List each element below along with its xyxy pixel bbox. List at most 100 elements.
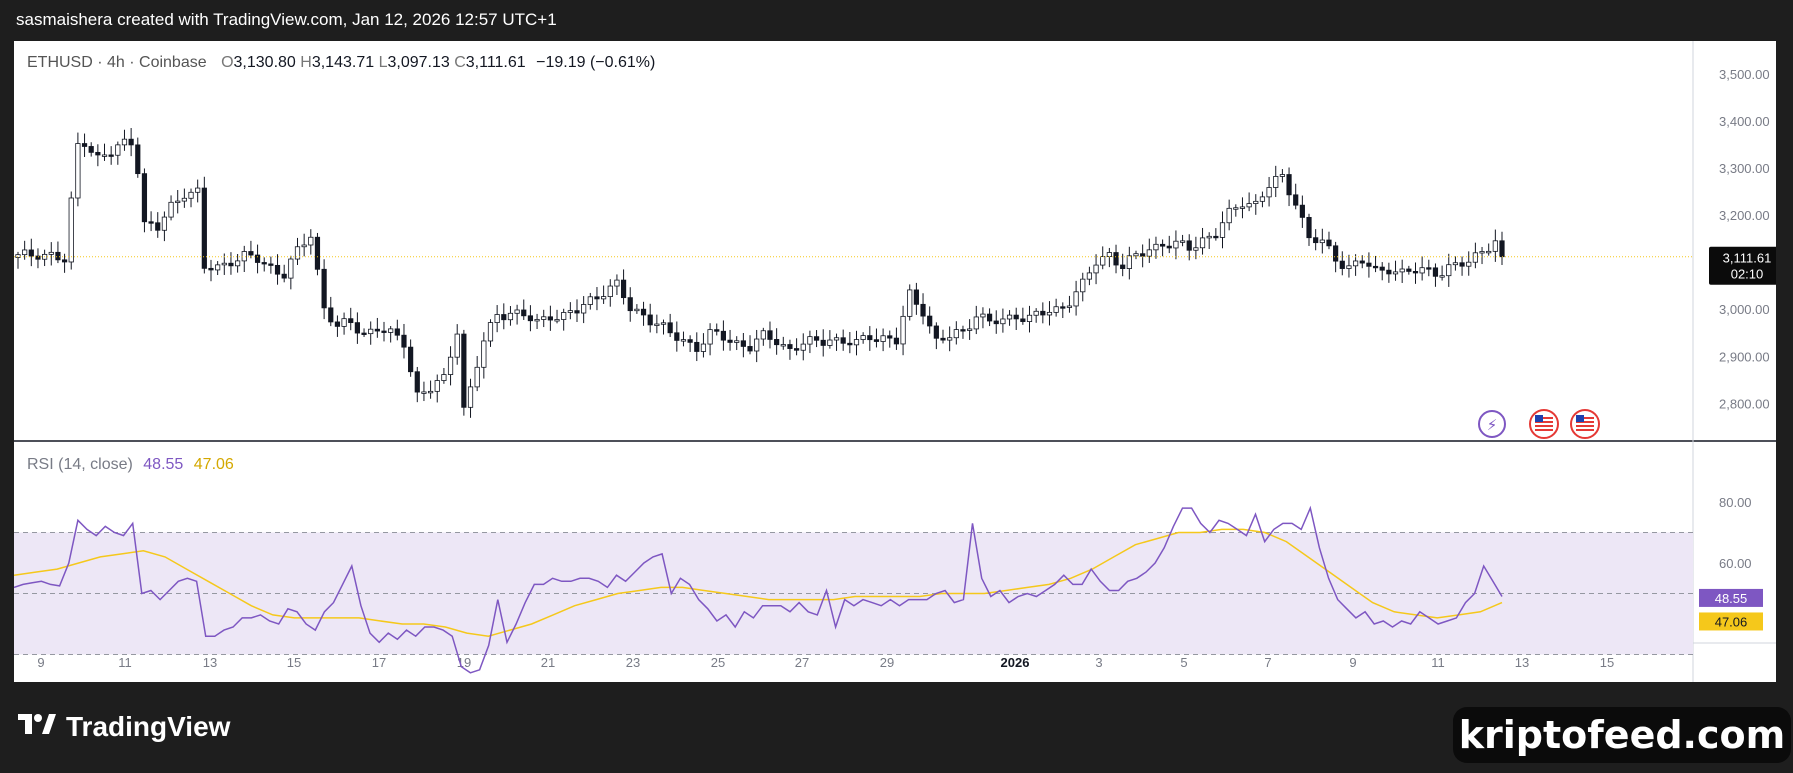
us-flag-icon (1570, 409, 1600, 439)
candle-body (135, 144, 141, 175)
candle-body (208, 267, 214, 271)
candle-body (95, 151, 101, 156)
candle-body (1213, 235, 1219, 239)
rsi-ma-tag (1699, 612, 1763, 631)
close-value: 3,111.61 (465, 54, 526, 71)
flag-canton (1535, 415, 1543, 422)
candle-body (541, 316, 547, 320)
candle-body (860, 335, 866, 340)
time-axis-label: 11 (118, 655, 132, 670)
candle-body (427, 390, 434, 394)
candle-body (1346, 265, 1352, 269)
candle-body (820, 339, 826, 346)
candle-body (1179, 240, 1186, 243)
candle-body (1286, 174, 1292, 196)
candle-body (614, 279, 620, 287)
price-axis-label: 3,300.00 (1719, 161, 1770, 176)
candle-body (88, 146, 94, 153)
candle-body (680, 339, 687, 342)
candle-body (1033, 310, 1039, 316)
candle-body (534, 319, 540, 322)
chart-frame[interactable]: 3,500.00 3,400.00 3,300.00 3,200.00 3,000.00… (14, 41, 1776, 682)
price-axis-label: 2,800.00 (1719, 396, 1770, 411)
time-axis-label: 9 (37, 655, 44, 670)
candle-body (1133, 253, 1139, 257)
candle-body (341, 318, 347, 327)
candle-body (940, 337, 946, 341)
time-axis-label: 5 (1180, 655, 1187, 670)
symbol-label: ETHUSD · 4h · Coinbase (27, 54, 207, 71)
time-axis-label: 15 (1600, 655, 1614, 670)
chart-canvas[interactable]: 3,500.00 3,400.00 3,300.00 3,200.00 3,000.00… (14, 41, 1776, 682)
candle-body (967, 328, 973, 331)
candle-body (674, 332, 680, 341)
rsi-label: RSI (14, close) (27, 456, 133, 473)
time-axis-label: 15 (287, 655, 301, 670)
candle-body (1392, 271, 1399, 275)
candle-body (734, 340, 740, 343)
candle-body (261, 262, 267, 265)
candle-body (1199, 237, 1206, 249)
candle-body (873, 339, 880, 342)
candle-body (48, 251, 54, 255)
candle-body (1053, 306, 1059, 313)
candle-body (1153, 243, 1159, 251)
candle-body (321, 268, 327, 309)
candle-body (960, 329, 966, 332)
candle-body (1339, 260, 1345, 269)
candle-body (767, 330, 773, 340)
candle-body (567, 310, 573, 313)
candle-body (1040, 310, 1046, 316)
candle-body (620, 279, 627, 299)
candle-body (1100, 256, 1106, 266)
tradingview-mark-icon (18, 712, 58, 743)
candle-body (827, 339, 833, 346)
candle-body (1426, 267, 1432, 270)
time-axis-label: 13 (1515, 655, 1529, 670)
candle-body (1439, 275, 1445, 278)
candle-body (547, 316, 553, 321)
candle-body (235, 260, 241, 267)
candle-body (248, 251, 254, 256)
candle-body (394, 328, 400, 336)
candle-body (900, 315, 906, 345)
candle-body (1000, 318, 1006, 325)
candle-body (986, 313, 993, 322)
candle-body (501, 314, 507, 321)
candle-body (527, 315, 534, 322)
change-value: −19.19 (−0.61%) (536, 54, 656, 71)
price-legend: ETHUSD · 4h · Coinbase O3,130.80 H3,143.… (27, 54, 655, 72)
candle-body (408, 346, 414, 373)
candle-body (1080, 278, 1086, 293)
candle-body (1479, 251, 1485, 254)
candle-body (481, 340, 487, 368)
candle-body (647, 314, 653, 326)
candle-body (1379, 266, 1385, 271)
candle-body (168, 201, 174, 218)
candle-body (308, 236, 314, 246)
candle-body (1352, 260, 1359, 267)
candle-body (81, 143, 88, 147)
candle-body (1359, 260, 1365, 264)
candle-body (1026, 314, 1033, 322)
candle-body (927, 315, 933, 327)
candle-body (434, 380, 440, 392)
kriptofeed-watermark: kriptofeed.com (1453, 707, 1791, 763)
candle-body (601, 296, 607, 300)
time-axis-label: 23 (626, 655, 640, 670)
candle-body (441, 374, 447, 381)
rsi-value: 48.55 (143, 456, 184, 473)
candle-body (55, 251, 61, 261)
close-key: C (454, 54, 466, 71)
candle-body (1020, 318, 1026, 322)
candle-body (1113, 252, 1119, 266)
candle-body (1486, 250, 1492, 254)
last-price-text: 3,111.61 (1723, 251, 1772, 266)
candle-body (507, 312, 514, 321)
candle-body (141, 173, 148, 223)
candle-body (228, 262, 234, 267)
candle-body (348, 318, 354, 324)
candle-body (1306, 216, 1312, 239)
candle-body (388, 328, 394, 333)
candle-body (1419, 267, 1425, 274)
